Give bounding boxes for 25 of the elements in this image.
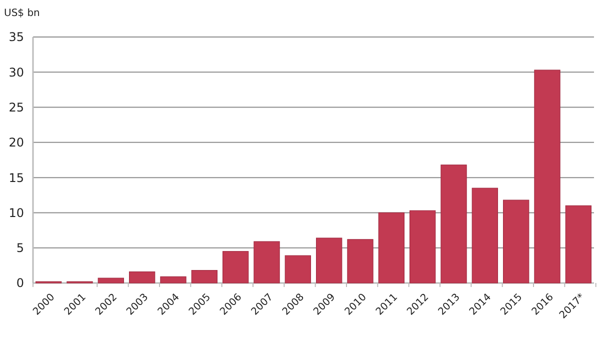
y-tick-label: 20 — [8, 136, 24, 150]
bar — [472, 188, 498, 284]
y-tick-label: 0 — [16, 276, 24, 290]
bar — [254, 241, 280, 284]
bar — [316, 238, 342, 284]
y-tick-label: 30 — [8, 65, 24, 80]
bar — [222, 251, 249, 284]
bar — [440, 164, 467, 284]
bar — [503, 200, 530, 284]
bar — [129, 271, 156, 284]
y-tick-label: 25 — [8, 100, 24, 114]
bar — [347, 239, 374, 284]
bar — [378, 212, 404, 284]
bar — [191, 270, 218, 284]
bar — [284, 255, 311, 284]
y-tick-label: 10 — [8, 206, 24, 220]
bar — [160, 276, 186, 284]
bar — [98, 278, 124, 284]
bar — [410, 210, 436, 284]
y-axis-title: US$ bn — [4, 8, 40, 19]
y-tick-label: 15 — [8, 170, 24, 185]
bar — [565, 205, 592, 284]
y-tick-label: 35 — [8, 30, 24, 44]
bar — [534, 70, 560, 284]
y-tick-label: 5 — [16, 241, 24, 256]
